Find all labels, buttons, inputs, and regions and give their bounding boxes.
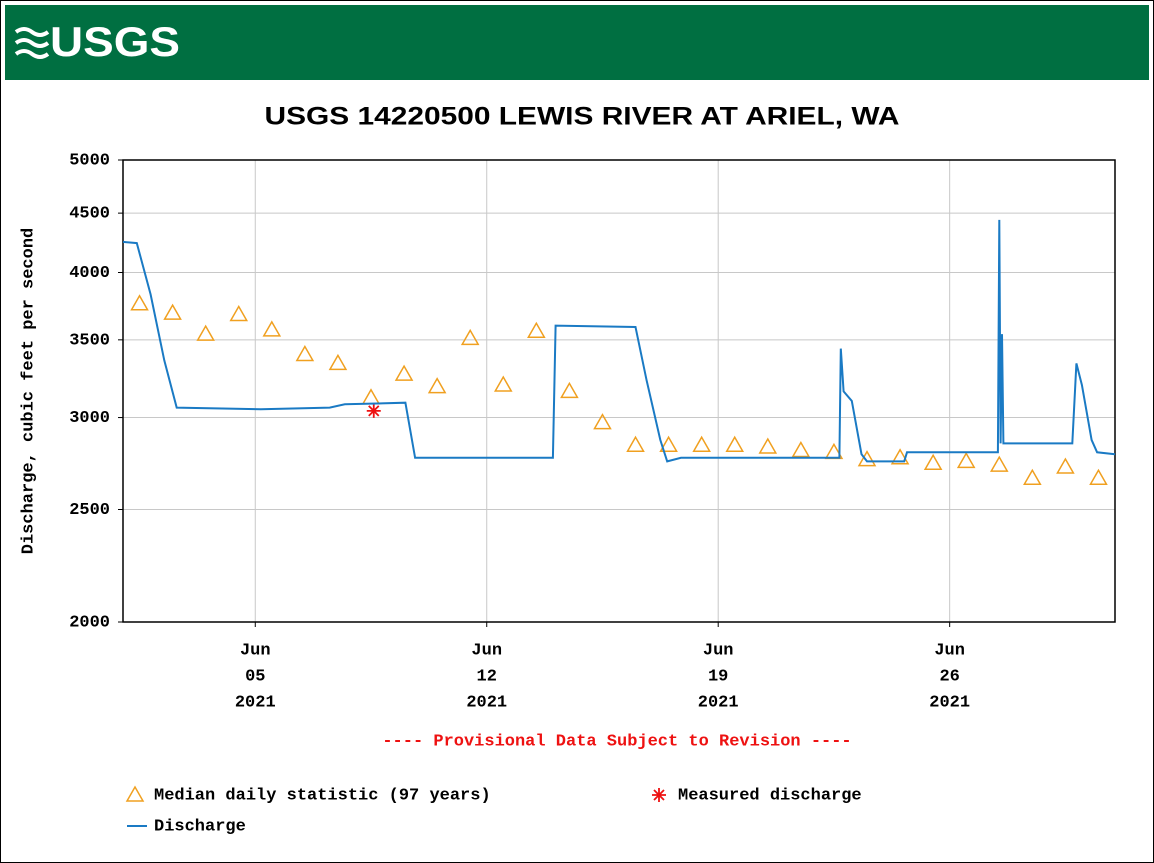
triangle-marker [295, 344, 315, 362]
legend-label: Measured discharge [678, 786, 862, 805]
y-tick-label: 3500 [69, 331, 110, 350]
triangle-marker [626, 435, 645, 452]
chart-title: USGS 14220500 LEWIS RIVER AT ARIEL, WA [265, 103, 900, 131]
x-tick-label: Jun [471, 641, 502, 660]
x-tick-label: Jun [934, 641, 965, 660]
triangle-marker [923, 453, 943, 471]
x-tick-label: 2021 [698, 693, 739, 712]
triangle-marker [1023, 468, 1042, 485]
x-tick-label: 05 [245, 667, 265, 686]
triangle-marker [890, 448, 910, 465]
y-tick-label: 2000 [69, 613, 110, 632]
triangle-marker [956, 451, 976, 469]
x-tick-label: Jun [240, 641, 271, 660]
legend-symbol [125, 785, 145, 802]
x-tick-label: 2021 [929, 693, 970, 712]
triangle-marker [758, 437, 778, 454]
triangle-marker [659, 435, 678, 452]
triangle-marker [560, 381, 579, 399]
triangle-marker [196, 324, 215, 341]
provisional-note: ---- Provisional Data Subject to Revisio… [382, 732, 851, 751]
triangle-marker [394, 364, 414, 381]
x-tick-label: 26 [939, 667, 959, 686]
legend-label: Discharge [154, 817, 246, 836]
legend-label: Median daily statistic (97 years) [154, 786, 491, 805]
triangle-marker [692, 435, 711, 452]
triangle-marker [493, 375, 513, 392]
triangle-marker [427, 377, 447, 394]
triangle-marker [130, 294, 149, 311]
triangle-marker [593, 413, 612, 430]
triangle-marker [229, 305, 249, 322]
y-tick-label: 2500 [69, 501, 110, 520]
triangle-marker [1056, 457, 1075, 474]
legend-symbol [652, 788, 666, 802]
triangle-marker [791, 441, 811, 458]
y-tick-label: 3000 [69, 409, 110, 428]
triangle-marker [857, 450, 877, 467]
triangle-marker [262, 320, 282, 337]
triangle-marker [1089, 468, 1108, 485]
triangle-marker [527, 321, 546, 339]
x-tick-label: 19 [708, 667, 728, 686]
y-tick-label: 5000 [69, 151, 110, 170]
star-marker [366, 403, 381, 418]
header-band [5, 5, 1149, 80]
logo-waves [14, 27, 50, 59]
y-tick-label: 4500 [69, 205, 110, 224]
triangle-marker [460, 328, 480, 346]
x-tick-label: Jun [703, 641, 734, 660]
triangle-marker [328, 353, 348, 371]
triangle-marker [163, 303, 182, 320]
discharge-line [122, 219, 1116, 463]
logo: USGS [50, 18, 180, 65]
triangle-marker [725, 435, 745, 452]
plot-border [122, 159, 1116, 623]
x-tick-label: 2021 [235, 693, 276, 712]
triangle-marker [989, 455, 1009, 472]
y-tick-label: 4000 [69, 264, 110, 283]
y-axis-label: Discharge, cubic feet per second [19, 228, 38, 554]
x-tick-label: 12 [477, 667, 497, 686]
x-tick-label: 2021 [466, 693, 507, 712]
